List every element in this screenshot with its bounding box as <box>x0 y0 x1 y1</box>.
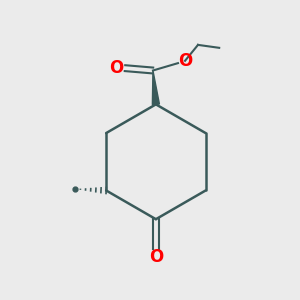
Text: O: O <box>178 52 192 70</box>
Text: O: O <box>149 248 163 266</box>
Polygon shape <box>152 70 159 105</box>
Text: O: O <box>110 58 124 76</box>
